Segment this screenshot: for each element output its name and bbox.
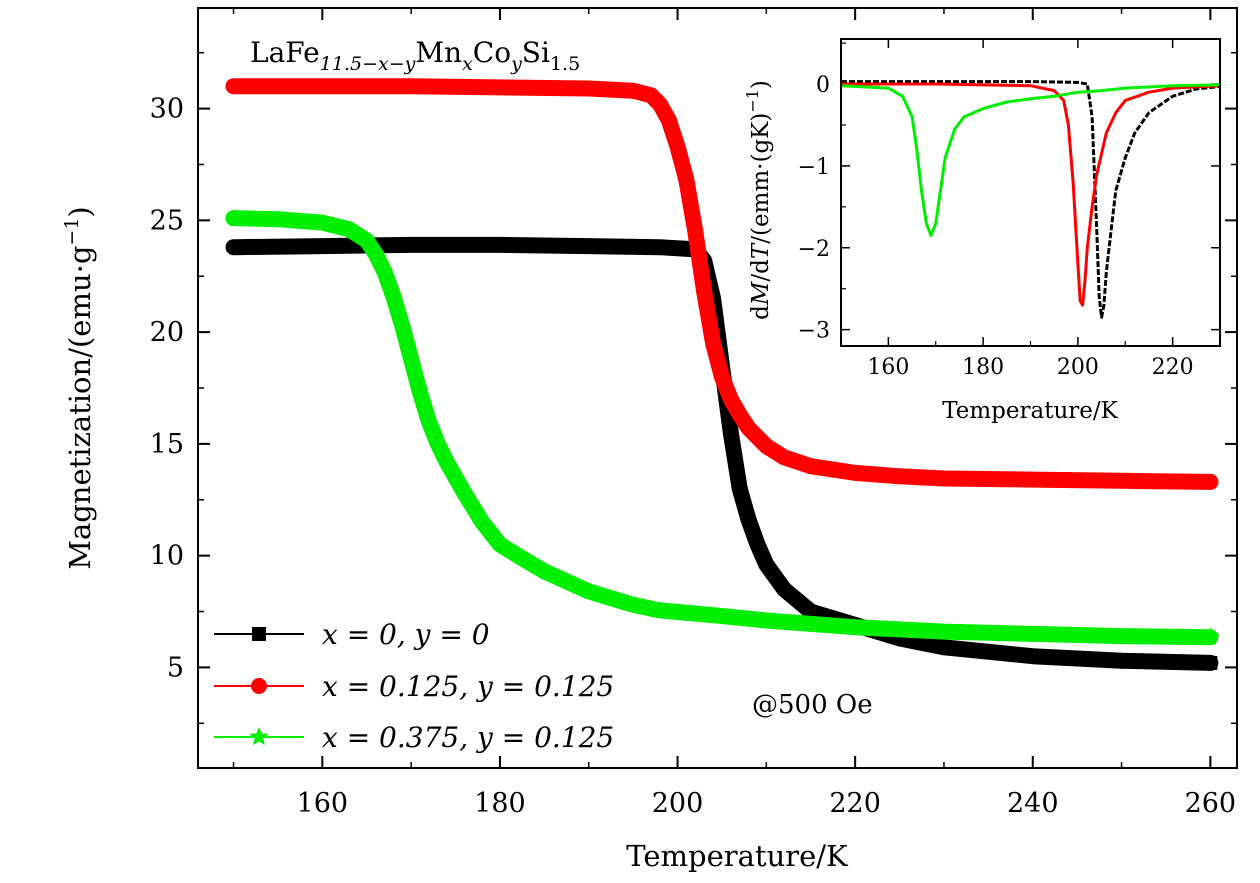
x-tick-label: 180 bbox=[474, 788, 526, 819]
field-annotation: @500 Oe bbox=[752, 690, 873, 720]
y-tick-label: 10 bbox=[150, 541, 184, 572]
legend-label-1: x = 0.125, y = 0.125 bbox=[322, 670, 614, 703]
x-tick-label: 200 bbox=[652, 788, 704, 819]
legend: x = 0, y = 0 x = 0.125, y = 0.125 x = 0.37… bbox=[214, 618, 614, 754]
inset-x-tick-label: 220 bbox=[1152, 355, 1194, 380]
x-tick-label: 240 bbox=[1007, 788, 1059, 819]
inset-x-tick-label: 160 bbox=[867, 355, 909, 380]
legend-label-2: x = 0.375, y = 0.125 bbox=[322, 721, 614, 754]
inset-y-tick-label: 0 bbox=[816, 73, 830, 98]
x-tick-label: 220 bbox=[829, 788, 881, 819]
inset-y-tick-label: −2 bbox=[798, 237, 830, 262]
series-end-marker-0 bbox=[1203, 655, 1218, 670]
series-line-2 bbox=[225, 210, 1219, 646]
y-tick-label: 25 bbox=[150, 205, 184, 236]
y-tick-label: 20 bbox=[150, 317, 184, 348]
inset-series-group bbox=[842, 80, 1219, 319]
inset-x-tick-label: 180 bbox=[962, 355, 1004, 380]
main-series-group bbox=[225, 78, 1220, 671]
series-end-marker-2 bbox=[1200, 627, 1220, 646]
inset-x-tick-label: 200 bbox=[1057, 355, 1099, 380]
formula-label: LaFe11.5−x−yMnxCoySi1.5 bbox=[250, 36, 580, 75]
inset-x-axis-title: Temperature/K bbox=[942, 398, 1118, 424]
inset-y-tick-label: −3 bbox=[798, 319, 830, 344]
inset-axis-ticks: 160 180 200 220 0 −1 −2 −3 bbox=[798, 39, 1221, 380]
x-tick-label: 260 bbox=[1185, 788, 1237, 819]
legend-label-0: x = 0, y = 0 bbox=[322, 618, 490, 651]
series-line-0 bbox=[225, 236, 1219, 671]
inset-series-line-2 bbox=[842, 83, 1219, 237]
legend-marker-2 bbox=[249, 727, 269, 746]
y-axis-title: Magnetization/(emu·g−1) bbox=[61, 206, 97, 570]
legend-marker-1 bbox=[251, 678, 267, 694]
x-tick-label: 160 bbox=[297, 788, 349, 819]
main-axis-ticks: 160 180 200 220 240 260 5 10 15 20 25 30 bbox=[150, 8, 1237, 819]
inset-series-line-1 bbox=[842, 82, 1219, 307]
x-axis-title: Temperature/K bbox=[626, 839, 849, 873]
series-line-1 bbox=[225, 78, 1219, 490]
inset-y-tick-label: −1 bbox=[798, 155, 830, 180]
y-tick-label: 30 bbox=[150, 94, 184, 125]
legend-marker-0 bbox=[252, 627, 266, 641]
y-tick-label: 15 bbox=[150, 429, 184, 460]
y-tick-label: 5 bbox=[167, 652, 184, 683]
series-end-marker-1 bbox=[1202, 473, 1219, 490]
inset-series-line-0 bbox=[842, 80, 1219, 319]
inset-y-axis-title: dM/dT/(emm·(gK)−1) bbox=[743, 80, 774, 320]
